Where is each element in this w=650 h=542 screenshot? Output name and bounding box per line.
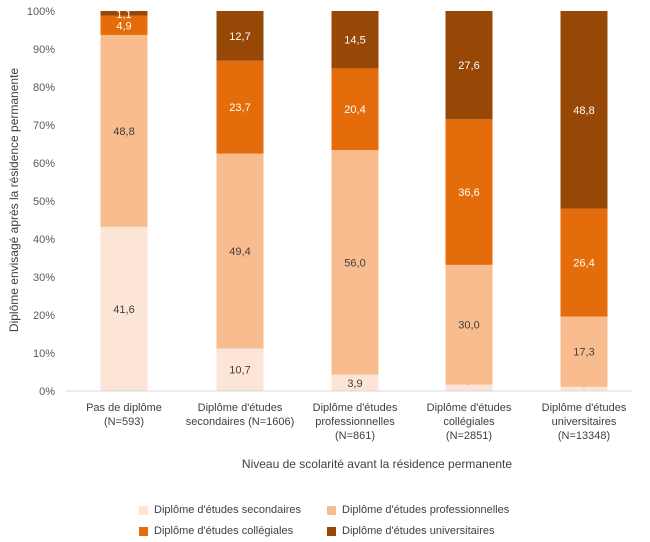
legend-label: Diplôme d'études universitaires — [342, 525, 495, 537]
legend: Diplôme d'études secondaires Diplôme d'é… — [0, 490, 650, 542]
legend-swatch — [327, 526, 336, 536]
x-category-label: Diplôme d'études collégiales (N=2851) — [427, 402, 512, 442]
bar-segment — [216, 153, 264, 349]
x-category-label: Diplôme d'études universitaires (N=13348) — [542, 402, 627, 442]
x-category-line: Pas de diplôme — [86, 402, 162, 414]
y-tick-label: 50% — [33, 196, 55, 208]
legend-swatch — [327, 505, 336, 515]
data-label: 1,1 — [116, 9, 131, 21]
data-label: 17,3 — [573, 347, 594, 359]
x-category-line: professionnelles — [315, 416, 395, 428]
legend-swatch — [139, 505, 148, 515]
x-category-line: (N=13348) — [558, 430, 610, 442]
legend-label: Diplôme d'études secondaires — [154, 504, 302, 516]
bar-segment — [445, 11, 493, 120]
x-category-line: secondaires (N=1606) — [186, 416, 295, 428]
x-category-line: (N=861) — [335, 430, 375, 442]
legend-label: Diplôme d'études professionnelles — [342, 504, 510, 516]
data-label: 10,7 — [229, 365, 250, 377]
data-label: 12,7 — [229, 31, 250, 43]
x-category-line: (N=2851) — [446, 430, 492, 442]
data-label: 3,9 — [347, 378, 362, 390]
y-axis-title: Diplôme envisagé après la résidence perm… — [7, 68, 21, 332]
bar-segment — [331, 68, 379, 151]
legend-item-collegiales: Diplôme d'études collégiales — [139, 525, 293, 537]
y-tick-label: 40% — [33, 234, 55, 246]
bar-segment — [560, 208, 608, 317]
data-label: 41,6 — [113, 304, 134, 316]
bar-segment — [331, 374, 379, 391]
bar-segment — [216, 11, 264, 61]
data-label: 23,7 — [229, 102, 250, 114]
y-axis-ticks: 0% 10% 20% 30% 40% 50% 60% 70% 80% 90% 100% — [27, 6, 55, 398]
bar-segment — [100, 11, 148, 16]
data-label: 36,6 — [458, 187, 479, 199]
data-label: 26,4 — [573, 258, 594, 270]
data-label: 48,8 — [113, 126, 134, 138]
x-category-line: collégiales — [443, 416, 495, 428]
x-category-label: Diplôme d'études secondaires (N=1606) — [186, 402, 295, 428]
x-axis-categories: Pas de diplôme (N=593) Diplôme d'études sec… — [86, 402, 627, 442]
x-category-line: universitaires — [552, 416, 617, 428]
bar-segment — [445, 384, 493, 391]
y-tick-label: 60% — [33, 158, 55, 170]
legend-item-secondaires: Diplôme d'études secondaires — [139, 504, 301, 516]
x-category-line: Diplôme d'études — [313, 402, 398, 414]
y-tick-label: 30% — [33, 272, 55, 284]
bar-segment — [560, 11, 608, 209]
x-category-label: Diplôme d'études professionnelles (N=861) — [313, 402, 398, 442]
legend-item-universitaires: Diplôme d'études universitaires — [327, 525, 495, 537]
y-tick-label: 90% — [33, 44, 55, 56]
data-label: 14,5 — [344, 35, 365, 47]
x-axis-title: Niveau de scolarité avant la résidence p… — [242, 457, 512, 471]
y-tick-label: 0% — [39, 386, 55, 398]
legend-item-professionnelles: Diplôme d'études professionnelles — [327, 504, 509, 516]
bar-segment — [445, 119, 493, 265]
x-category-line: Diplôme d'études — [542, 402, 627, 414]
stacked-bar-chart: 0% 10% 20% 30% 40% 50% 60% 70% 80% 90% 100% 41,6 48… — [7, 6, 632, 471]
y-tick-label: 100% — [27, 6, 55, 18]
bar-segment — [216, 348, 264, 391]
data-label: 49,4 — [229, 246, 250, 258]
y-tick-label: 20% — [33, 310, 55, 322]
y-tick-label: 80% — [33, 82, 55, 94]
data-label: 4,9 — [116, 20, 131, 32]
bar-segment — [445, 264, 493, 385]
bar-segment — [100, 34, 148, 227]
bar-segment — [100, 15, 148, 35]
bars: 41,6 48,8 4,91,1 10,7 49,4 23,7 12,7 3,9 56,0 20,… — [100, 9, 608, 391]
data-label: 27,6 — [458, 60, 479, 72]
bar-segment — [331, 11, 379, 69]
bar-segment — [216, 60, 264, 154]
data-label: 56,0 — [344, 257, 365, 269]
bar-segment — [100, 226, 148, 391]
x-category-label: Pas de diplôme (N=593) — [86, 402, 162, 428]
bar-segment — [560, 316, 608, 387]
legend-swatch — [139, 526, 148, 536]
bar-segment — [331, 150, 379, 375]
x-category-line: Diplôme d'études — [198, 402, 283, 414]
legend-label: Diplôme d'études collégiales — [154, 525, 294, 537]
data-label: 48,8 — [573, 105, 594, 117]
x-category-line: Diplôme d'études — [427, 402, 512, 414]
y-tick-label: 70% — [33, 120, 55, 132]
data-label: 20,4 — [344, 104, 365, 116]
y-tick-label: 10% — [33, 348, 55, 360]
bar-segment — [560, 386, 608, 391]
x-category-line: (N=593) — [104, 416, 144, 428]
data-label: 30,0 — [458, 320, 479, 332]
